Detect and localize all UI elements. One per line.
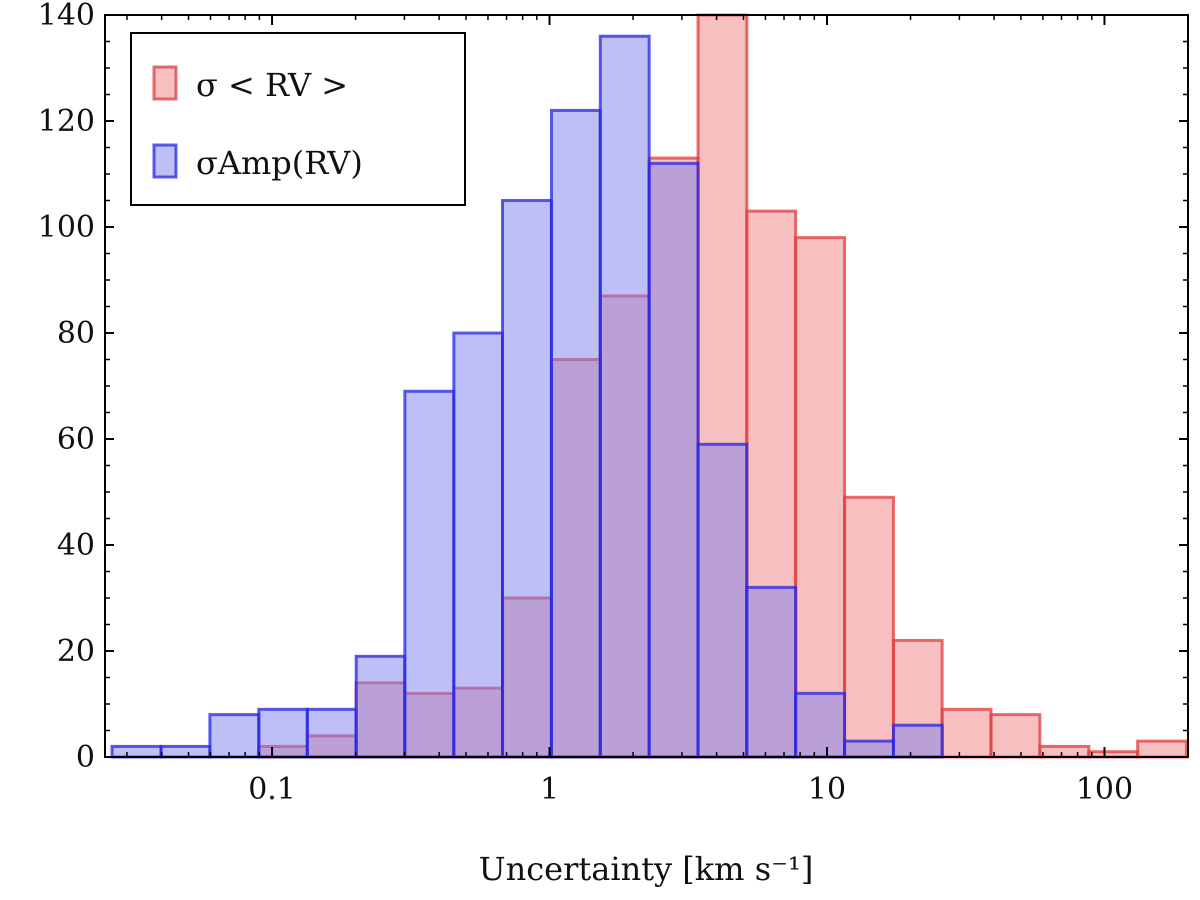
legend-swatch-sigma-mean-rv <box>152 65 178 101</box>
y-tick-label: 20 <box>57 634 95 669</box>
bar-series-1-bin-4 <box>305 707 358 759</box>
bar-series-1-bin-2 <box>208 713 261 759</box>
bar-series-1-bin-9 <box>549 108 602 759</box>
bars-layer <box>110 13 1188 759</box>
bar-series-1-bin-12 <box>696 442 749 759</box>
x-tick-label: 10 <box>808 772 846 807</box>
legend-label-sigma-mean-rv: σ < RV > <box>196 66 348 104</box>
x-tick-label: 100 <box>1076 772 1133 807</box>
legend-swatch-sigma-amp-rv <box>152 143 178 179</box>
x-tick-label: 0.1 <box>248 772 296 807</box>
x-axis-label: Uncertainty [km s⁻¹] <box>479 850 814 888</box>
bar-series-1-bin-3 <box>257 707 309 759</box>
y-tick-label: 140 <box>38 0 95 33</box>
legend-label-sigma-amp-rv: σAmp(RV) <box>196 144 363 182</box>
bar-series-1-bin-7 <box>452 331 505 759</box>
y-tick-label: 100 <box>38 210 95 245</box>
bar-series-1-bin-13 <box>745 585 798 759</box>
legend: σ < RV > σAmp(RV) <box>130 32 466 206</box>
bar-series-0-bin-21 <box>1136 739 1188 759</box>
bar-series-0-bin-19 <box>1038 744 1091 759</box>
bar-series-0-bin-18 <box>989 713 1042 759</box>
y-tick-label: 0 <box>76 740 95 775</box>
legend-box <box>130 32 466 206</box>
x-tick-label: 1 <box>540 772 559 807</box>
y-tick-label: 40 <box>57 528 95 563</box>
bar-series-1-bin-16 <box>891 723 944 759</box>
bar-series-0-bin-15 <box>843 495 895 759</box>
bar-series-1-bin-10 <box>598 34 651 759</box>
y-tick-label: 80 <box>57 316 95 351</box>
bar-series-1-bin-1 <box>159 744 212 759</box>
bar-series-1-bin-15 <box>843 739 895 759</box>
y-tick-label: 60 <box>57 422 95 457</box>
bar-series-0-bin-14 <box>794 236 847 759</box>
bar-series-1-bin-11 <box>647 161 700 759</box>
bar-series-1-bin-0 <box>110 744 163 759</box>
bar-series-1-bin-8 <box>501 199 553 759</box>
bar-series-1-bin-6 <box>403 389 456 759</box>
bar-series-1-bin-5 <box>354 654 407 759</box>
bar-series-0-bin-17 <box>940 707 993 759</box>
bar-series-1-bin-14 <box>794 691 847 759</box>
y-tick-label: 120 <box>38 104 95 139</box>
ticks-layer: 0 20 40 60 80 100 120 140 0.1 1 10 100 <box>38 0 1189 807</box>
